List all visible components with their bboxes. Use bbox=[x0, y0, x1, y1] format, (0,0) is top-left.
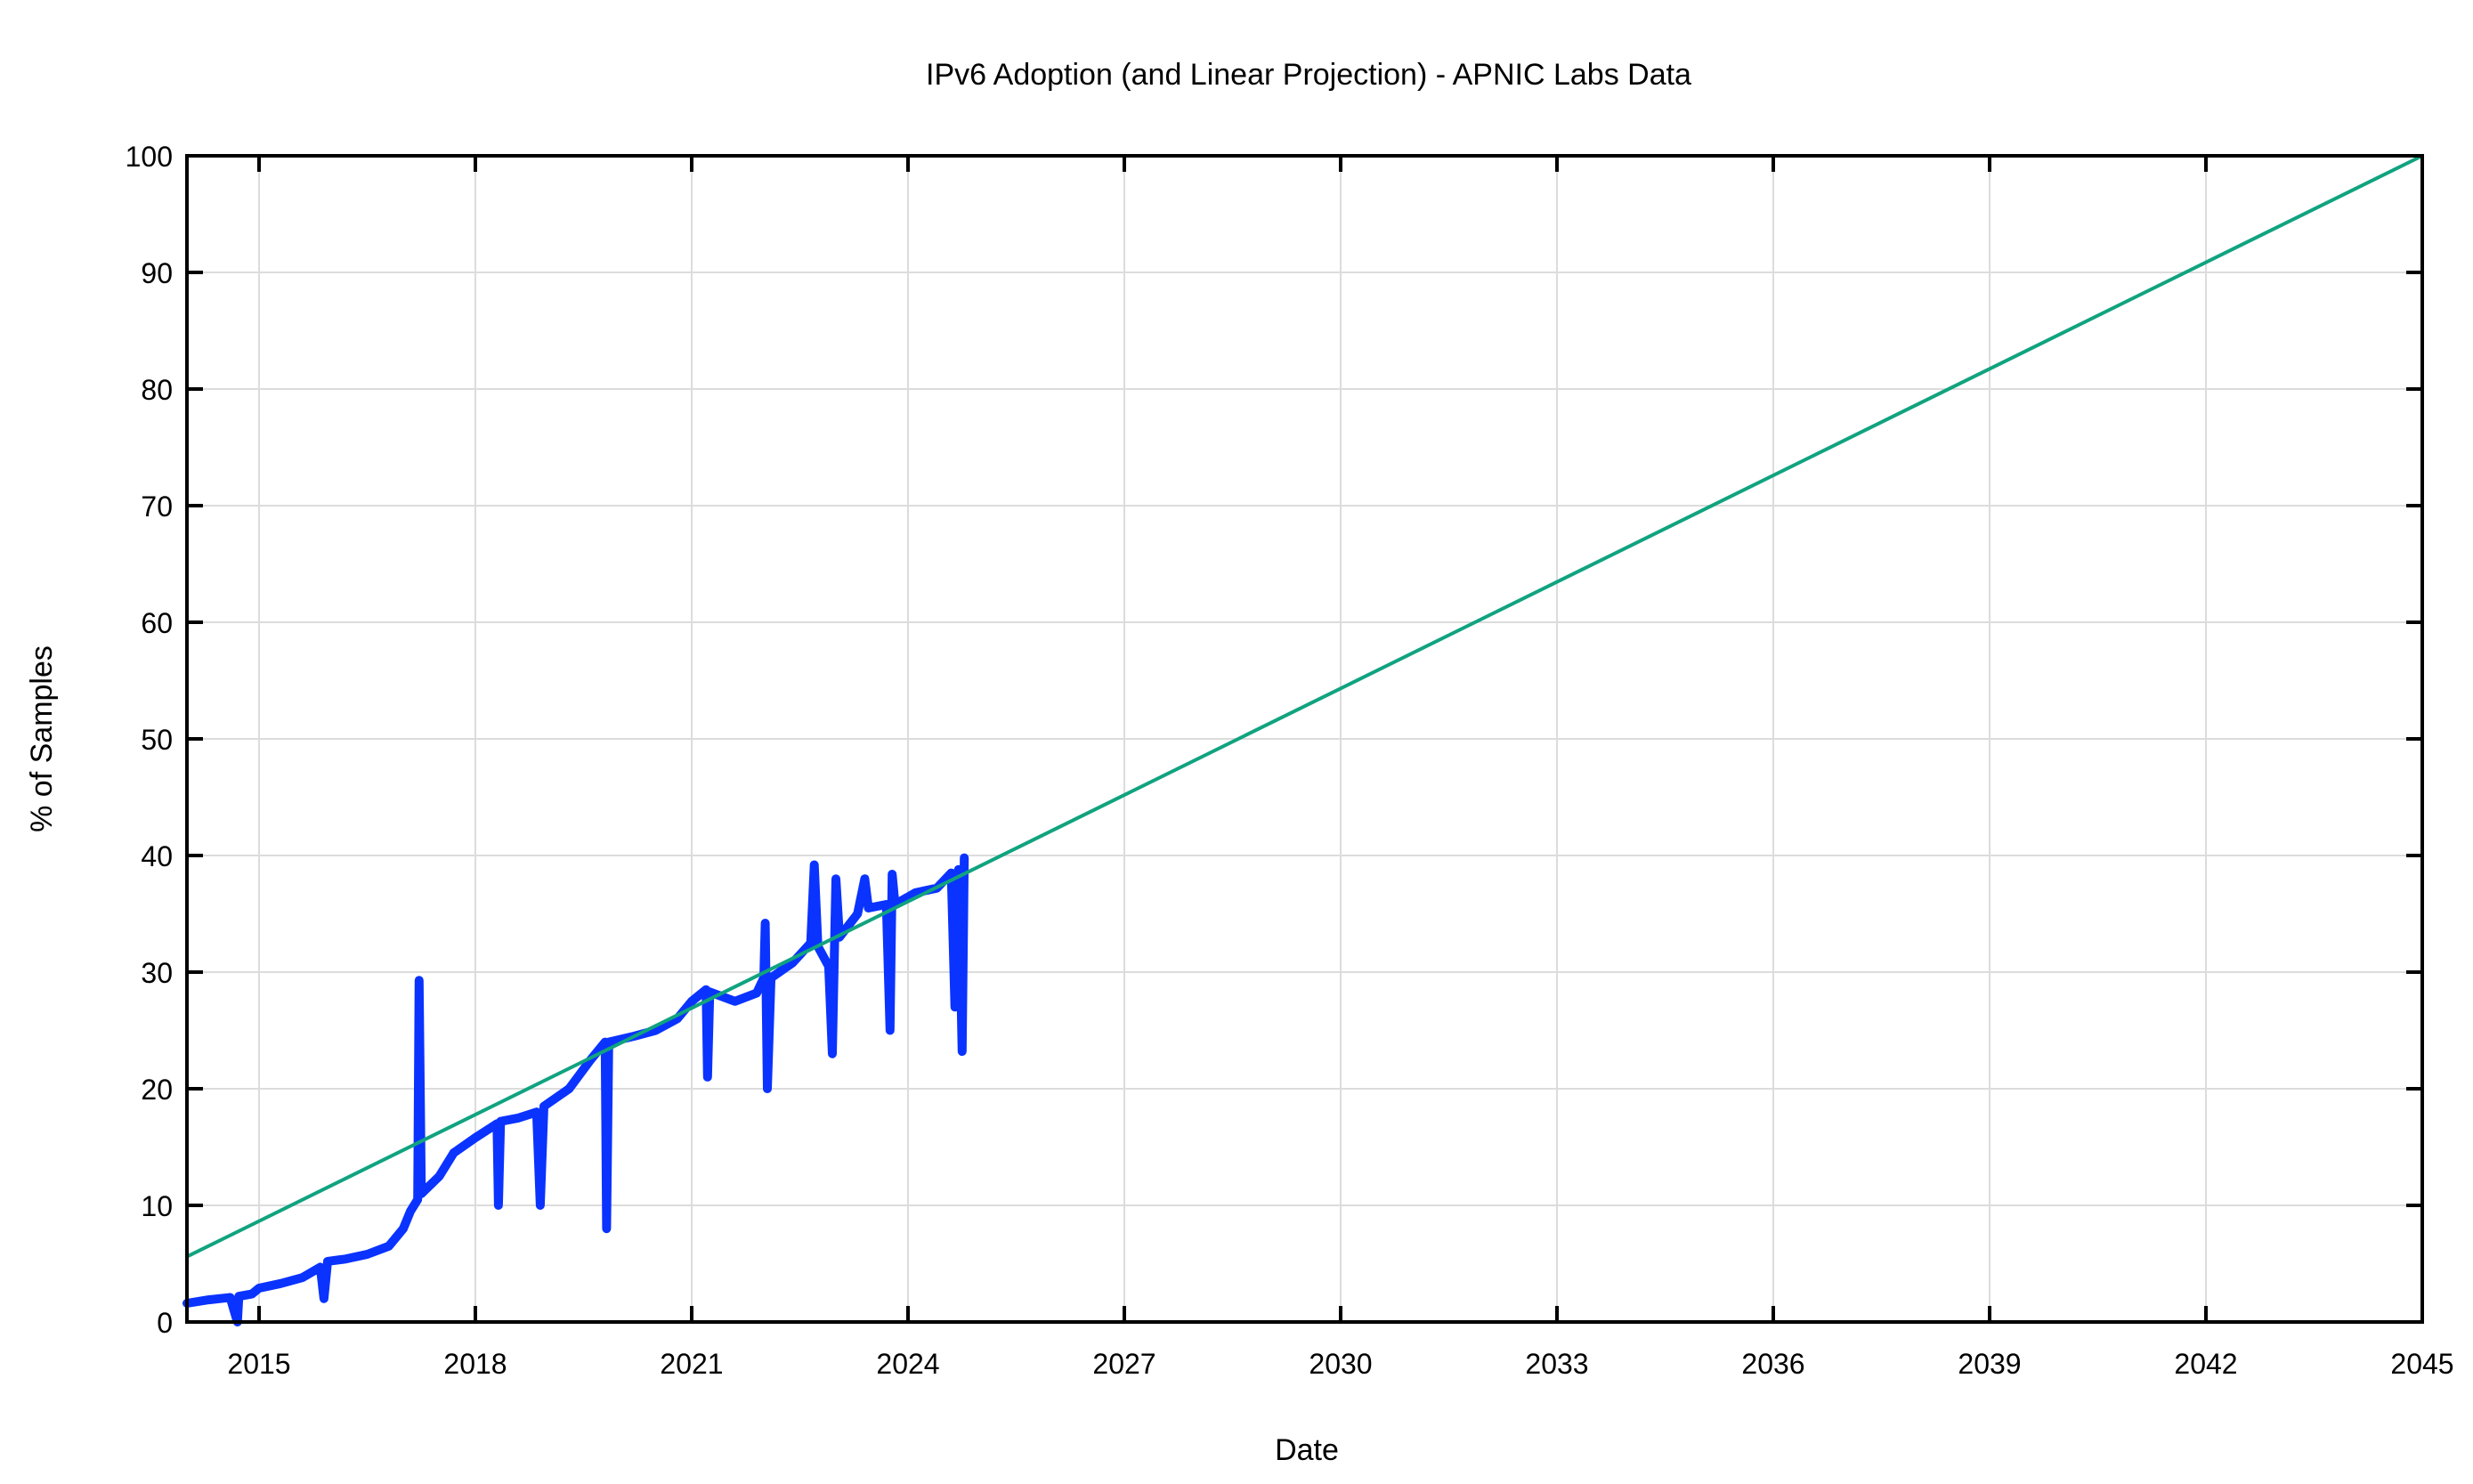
x-tick-label: 2015 bbox=[227, 1348, 290, 1380]
x-tick-label: 2036 bbox=[1741, 1348, 1804, 1380]
x-tick-label: 2039 bbox=[1958, 1348, 2021, 1380]
y-tick-label: 10 bbox=[141, 1190, 173, 1222]
y-tick-label: 0 bbox=[157, 1307, 173, 1339]
adoption-data-line bbox=[182, 853, 969, 1326]
y-tick-label: 80 bbox=[141, 374, 173, 406]
plot-frame bbox=[185, 154, 2424, 1324]
y-tick-label: 100 bbox=[126, 141, 173, 173]
y-tick-label: 20 bbox=[141, 1074, 173, 1106]
linear-projection-line bbox=[185, 154, 2424, 1259]
x-tick-label: 2045 bbox=[2390, 1348, 2453, 1380]
y-tick-label: 50 bbox=[141, 724, 173, 756]
y-tick-label: 90 bbox=[141, 257, 173, 289]
x-tick-label: 2033 bbox=[1525, 1348, 1588, 1380]
y-axis-label: % of Samples bbox=[25, 645, 59, 832]
y-tick-label: 60 bbox=[141, 607, 173, 639]
x-tick-label: 2024 bbox=[876, 1348, 939, 1380]
axes: 2015 2018 2021 2024 2027 2030 2033 2036 2039 2042… bbox=[126, 141, 2454, 1380]
x-tick-label: 2021 bbox=[660, 1348, 723, 1380]
y-tick-label: 70 bbox=[141, 491, 173, 523]
x-tick-label: 2018 bbox=[443, 1348, 507, 1380]
chart-title: IPv6 Adoption (and Linear Projection) - … bbox=[926, 58, 1691, 92]
x-tick-label: 2042 bbox=[2174, 1348, 2237, 1380]
y-tick-label: 40 bbox=[141, 840, 173, 872]
grid bbox=[187, 155, 2423, 1323]
series-group bbox=[182, 154, 2424, 1326]
y-tick-label: 30 bbox=[141, 957, 173, 989]
x-tick-label: 2030 bbox=[1309, 1348, 1372, 1380]
x-tick-label: 2027 bbox=[1092, 1348, 1155, 1380]
x-axis-label: Date bbox=[1275, 1433, 1339, 1467]
